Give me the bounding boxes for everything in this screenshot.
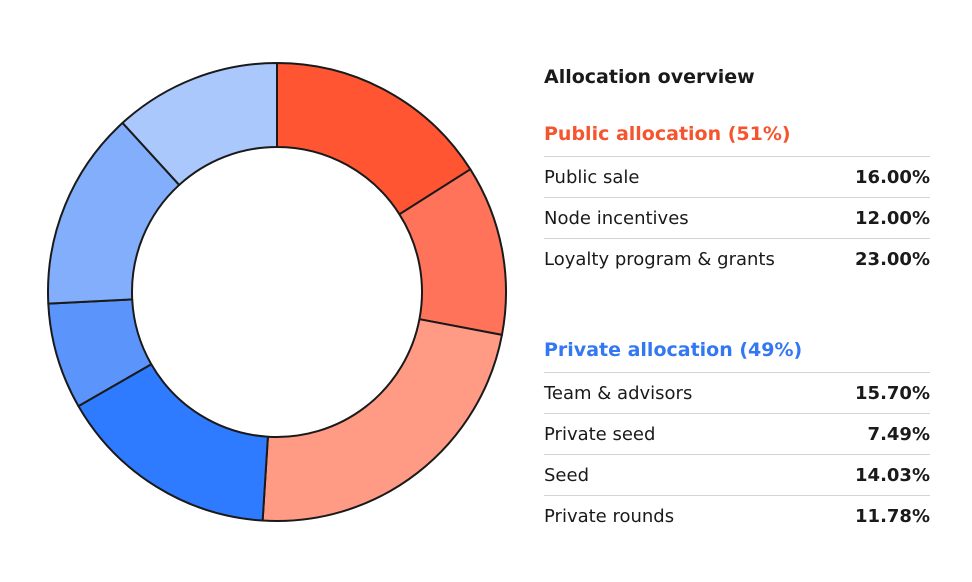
allocation-overview-title: Allocation overview <box>544 66 755 88</box>
allocation-row-seed: Seed 14.03% <box>544 454 930 495</box>
allocation-label: Team & advisors <box>544 382 693 404</box>
allocation-label: Public sale <box>544 166 640 188</box>
public-allocation-group: Public allocation (51%) Public sale 16.0… <box>544 119 930 279</box>
public-allocation-title: Public allocation (51%) <box>544 123 791 145</box>
donut-slice-private-rounds <box>121 62 278 186</box>
allocation-row-loyalty-program: Loyalty program & grants 23.00% <box>544 238 930 279</box>
allocation-row-node-incentives: Node incentives 12.00% <box>544 197 930 238</box>
private-allocation-title: Private allocation (49%) <box>544 339 803 361</box>
allocation-value: 16.00% <box>855 166 930 188</box>
allocation-label: Private seed <box>544 423 656 445</box>
allocation-label: Loyalty program & grants <box>544 248 775 270</box>
allocation-row-team-advisors: Team & advisors 15.70% <box>544 372 930 413</box>
allocation-panel: Allocation overview Public allocation (5… <box>544 62 930 536</box>
donut-slice-loyalty-program-and-grants <box>261 318 503 522</box>
private-allocation-group: Private allocation (49%) Team & advisors… <box>544 335 930 536</box>
allocation-value: 7.49% <box>867 423 930 445</box>
allocation-value: 11.78% <box>855 505 930 527</box>
allocation-label: Node incentives <box>544 207 689 229</box>
allocation-row-private-seed: Private seed 7.49% <box>544 413 930 454</box>
allocation-label: Seed <box>544 464 589 486</box>
allocation-value: 12.00% <box>855 207 930 229</box>
allocation-value: 15.70% <box>855 382 930 404</box>
allocation-row-public-sale: Public sale 16.00% <box>544 156 930 197</box>
allocation-donut-chart <box>47 62 507 522</box>
allocation-row-private-rounds: Private rounds 11.78% <box>544 495 930 536</box>
allocation-value: 23.00% <box>855 248 930 270</box>
allocation-label: Private rounds <box>544 505 675 527</box>
allocation-value: 14.03% <box>855 464 930 486</box>
